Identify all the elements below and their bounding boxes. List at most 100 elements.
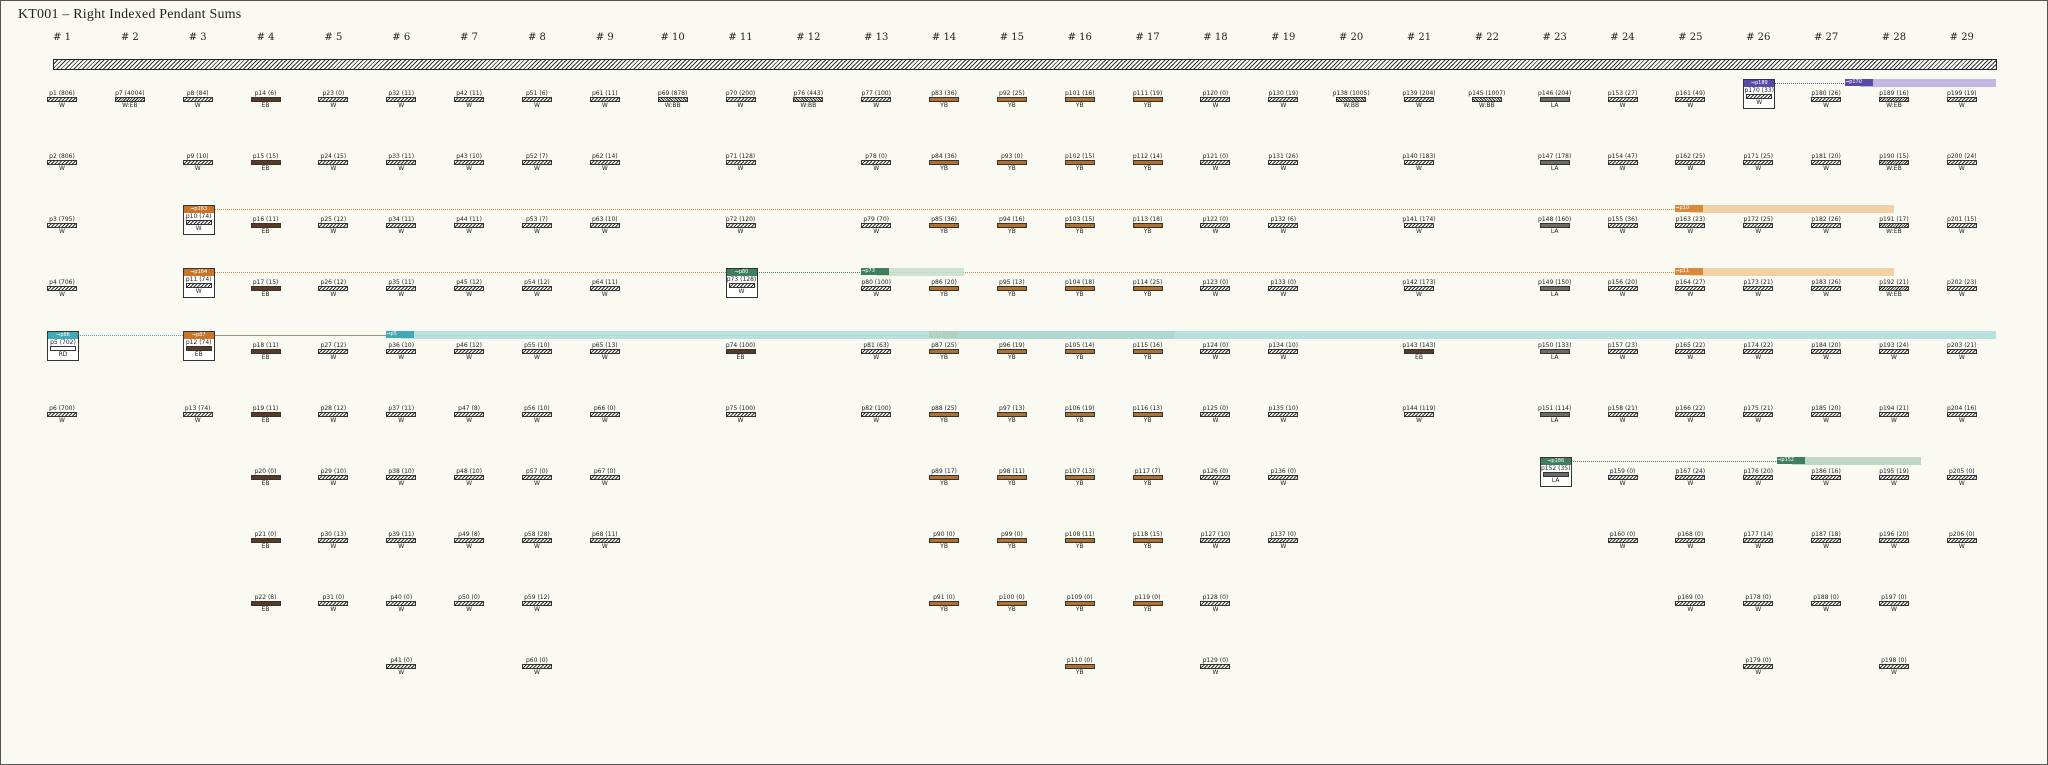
pendant-label: p104 (18) — [1065, 279, 1095, 286]
pendant-label: p160 (0) — [1609, 531, 1636, 538]
pendant: p188 (0) W — [1807, 594, 1845, 614]
pendant-knot-bar — [1878, 160, 1909, 165]
link-tag: ⇒p11 — [1675, 268, 1704, 275]
column-number: # 3 — [188, 32, 207, 43]
pendant: p168 (0) W — [1671, 531, 1709, 551]
pendant-knot-bar — [386, 601, 417, 606]
pendant-knot-bar — [185, 220, 212, 225]
pendant-knot-bar — [1200, 223, 1231, 228]
pendant-knot-bar — [996, 97, 1027, 102]
pendant-knot-bar — [1539, 349, 1570, 354]
pendant-knot-bar — [318, 538, 349, 543]
link-head: ⇒p87 — [183, 332, 214, 339]
pendant-label: p10 (74) — [185, 213, 212, 220]
pendant-label: p124 (0) — [1202, 342, 1229, 349]
column-number: # 1 — [53, 32, 71, 43]
pendant-knot-bar — [929, 349, 960, 354]
pendant-color: W — [1687, 480, 1694, 487]
pendant-label: p34 (11) — [388, 216, 415, 223]
pendant-color: YB — [1075, 102, 1084, 109]
pendant: p146 (204) LA — [1536, 90, 1574, 110]
pendant-label: p84 (36) — [931, 153, 957, 160]
pendant: p112 (14) YB — [1129, 153, 1167, 173]
pendant-color: W — [1823, 228, 1830, 235]
pendant-label: p60 (0) — [526, 657, 548, 664]
pendant-label: p158 (21) — [1607, 405, 1638, 412]
pendant-label: p155 (36) — [1607, 216, 1638, 223]
pendant-color: W — [195, 225, 202, 232]
pendant-label: p166 (22) — [1675, 405, 1706, 412]
pendant-knot-bar — [1404, 349, 1434, 354]
pendant: p117 (7) YB — [1129, 468, 1167, 488]
pendant-knot-bar — [1404, 412, 1434, 417]
link-head: ⇒p86 — [48, 332, 78, 339]
pendant: p97 (13) YB — [993, 405, 1031, 425]
pendant: p169 (0) W — [1671, 594, 1709, 614]
pendant-label: p49 (8) — [458, 531, 481, 538]
column-number: # 5 — [324, 32, 343, 43]
pendant-color: W — [1280, 354, 1287, 361]
pendant: p82 (100) W — [857, 405, 895, 425]
pendant-label: p75 (100) — [725, 405, 756, 412]
pendant-label: p120 (0) — [1202, 90, 1229, 97]
pendant-label: p132 (6) — [1270, 216, 1297, 223]
pendant-label: p71 (128) — [725, 153, 756, 160]
pendant-knot-bar — [1268, 538, 1299, 543]
pendant-color: W — [533, 669, 540, 676]
pendant-color: W — [330, 417, 337, 424]
pendant: p100 (0) YB — [993, 594, 1031, 614]
pendant: p178 (0) W — [1739, 594, 1777, 614]
pendant: p13 (74) W — [179, 405, 217, 425]
pendant-label: p123 (0) — [1202, 279, 1229, 286]
pendant: p88 (25) YB — [925, 405, 963, 425]
pendant: p160 (0) W — [1604, 531, 1642, 551]
pendant: p63 (10) W — [586, 216, 624, 236]
linked-pendant: ⇒p80 p73 (128) W — [725, 268, 758, 298]
pendant-knot-bar — [454, 160, 485, 165]
pendant-knot-bar — [1200, 412, 1231, 417]
link-band — [1860, 79, 1996, 87]
pendant-color: W — [1212, 606, 1219, 613]
pendant: p71 (128) W — [722, 153, 760, 173]
pendant-color: W — [1619, 228, 1626, 235]
pendant-color: YB — [1008, 228, 1016, 235]
pendant-knot-bar — [1542, 472, 1569, 477]
pendant-color: LA — [1550, 102, 1559, 109]
pendant-knot-bar — [1675, 601, 1706, 606]
pendant-knot-bar — [861, 412, 892, 417]
pendant-knot-bar — [1607, 286, 1638, 291]
linked-pendant: ⇒p87 p12 (74) EB — [182, 331, 215, 361]
column-number: # 22 — [1474, 32, 1499, 43]
pendant-knot-bar — [1675, 97, 1706, 102]
pendant-label: p164 (27) — [1675, 279, 1706, 286]
pendant: p60 (0) W — [518, 657, 556, 677]
pendant-color: LA — [1550, 354, 1559, 361]
pendant-knot-bar — [929, 286, 960, 291]
pendant-color: W — [1619, 543, 1626, 550]
pendant-label: p182 (26) — [1811, 216, 1841, 223]
pendant-knot-bar — [521, 475, 552, 480]
pendant: p164 (27) W — [1671, 279, 1709, 299]
pendant-knot-bar — [1878, 286, 1909, 291]
pendant-label: p40 (0) — [390, 594, 413, 601]
column-number: # 10 — [660, 32, 685, 43]
pendant: p23 (0) W — [314, 90, 352, 110]
pendant: p186 (16) W — [1807, 468, 1845, 488]
pendant: p85 (36) YB — [925, 216, 963, 236]
pendant-knot-bar — [1746, 94, 1773, 99]
pendant-color: W — [59, 165, 65, 172]
link-line — [212, 209, 1691, 210]
pendant-knot-bar — [1878, 601, 1909, 606]
pendant-knot-bar — [1811, 97, 1842, 102]
pendant: p69 (878) W:BB — [654, 90, 692, 110]
column-number: # 4 — [256, 32, 275, 43]
pendant-label: p19 (11) — [252, 405, 279, 412]
pendant: p45 (12) W — [450, 279, 488, 299]
pendant-color: LA — [1550, 228, 1559, 235]
linked-pendant: ⇒p186 p152 (35) LA — [1539, 457, 1572, 487]
pendant-color: W — [1687, 102, 1694, 109]
pendant-knot-bar — [1064, 223, 1095, 228]
pendant: p156 (20) W — [1604, 279, 1642, 299]
pendant-label: p138 (1005) — [1332, 90, 1370, 97]
pendant-label: p151 (114) — [1538, 405, 1572, 412]
